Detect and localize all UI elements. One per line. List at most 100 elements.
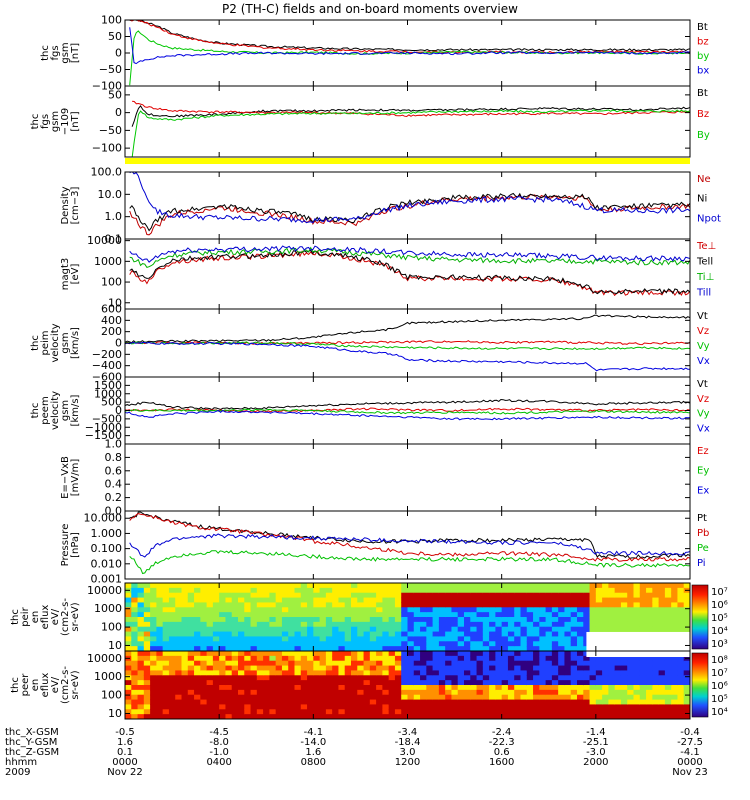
series-line-Bt [131, 105, 690, 127]
legend-pressure: Pt Pb Pe Pi [697, 513, 709, 569]
colorbar-label: 10⁴ [711, 626, 728, 637]
y-tick-label: 100 [101, 621, 122, 634]
y-tick-label: 0.010 [91, 557, 123, 570]
panel-density: Ne Ni Npot 100.0 10.0 1.0 0.1 Density [cm−3] [60, 166, 721, 246]
ephemeris-value: -0.5 [115, 727, 135, 738]
panel-peir-eflux: 10⁷ 10⁶ 10⁵ 10⁴ 10³ 10000 1000 100 10 thc peir en ef… [10, 582, 728, 652]
series-line-Ni [129, 192, 690, 232]
panel-temperature: Te⊥ Tell Ti⊥ Till 10000 1000 100 10 magt3 [eV] [60, 234, 716, 310]
series-line-bz [129, 20, 690, 54]
y-label-line: peer [20, 673, 31, 697]
y-label-line: [mV/m] [70, 459, 81, 497]
y-tick-label: 50 [108, 88, 122, 101]
legend-fgs-gsm: Bt bz by bx [697, 22, 709, 77]
legend-label: Pt [697, 513, 707, 524]
y-tick-label: 0.4 [105, 478, 123, 491]
y-tick-label: −400 [92, 359, 122, 372]
legend-label: Bz [697, 109, 709, 120]
y-tick-label: 0 [115, 47, 122, 60]
legend-peem-velocity: Vt Vz Vy Vx [697, 379, 710, 434]
y-tick-label: 400 [101, 314, 122, 327]
y-tick-label: 50 [108, 30, 122, 43]
legend-label: Npot [697, 213, 721, 224]
y-tick-label: 100 [101, 14, 122, 27]
colorbar-scale [691, 652, 709, 718]
series-line-by [129, 30, 690, 86]
series-line-bx [129, 27, 690, 65]
series-line-Till [129, 245, 690, 263]
legend-label: Ey [697, 466, 709, 477]
y-tick-label: −1000 [85, 421, 122, 434]
y-label-line: [km/s] [70, 327, 81, 359]
y-tick-label: 0.6 [105, 464, 123, 477]
y-tick-label: 10 [108, 639, 122, 652]
legend-label: Vx [697, 423, 710, 434]
y-label-line: sr-eV) [70, 670, 81, 699]
colorbar-label: 10⁷ [711, 587, 728, 598]
legend-label: Vz [697, 326, 709, 337]
y-axis-label: thc peem velocity gsm [km/s] [30, 391, 81, 430]
y-label-line: eflux [40, 605, 51, 630]
colorbar-label: 10⁶ [711, 600, 728, 611]
y-tick-label: 1000 [94, 387, 122, 400]
panel-peer-eflux: 10⁸ 10⁷ 10⁶ 10⁵ 10⁴ 10000 1000 100 10 thc peer en ef… [10, 650, 728, 720]
colorbar-label: 10⁵ [711, 694, 728, 705]
panel-frame [124, 510, 691, 580]
y-label-line: [nPa] [70, 532, 81, 558]
ephemeris-value: 1.6 [305, 747, 321, 758]
colorbar-scale [691, 584, 709, 650]
y-tick-label: 0 [115, 404, 122, 417]
y-tick-label: −50 [99, 124, 122, 137]
y-tick-label: 1500 [94, 379, 122, 392]
y-axis-label: thc peer en eflux eV/(cm2-s-sr-eV) [10, 666, 81, 704]
ephemeris-value: -4.1 [680, 747, 700, 758]
legend-label: Vt [697, 311, 708, 322]
panel-frame [124, 85, 691, 158]
y-tick-label: 1.0 [105, 438, 123, 451]
y-tick-label: 1000 [94, 602, 122, 615]
heatmap-gap [586, 651, 690, 657]
ephemeris-value: 3.0 [400, 747, 416, 758]
legend-label: Te⊥ [696, 241, 716, 252]
y-label-line: [nT] [70, 43, 81, 63]
legend-label: Vy [697, 341, 710, 352]
ephemeris-row-label: hhmm [5, 757, 37, 768]
legend-label: Pi [697, 558, 706, 569]
colorbar-label: 10³ [711, 639, 728, 650]
series-line-Bz [132, 100, 690, 118]
y-label-line: thc [30, 114, 41, 130]
panel-frame [124, 238, 691, 310]
y-label-line: gsm [60, 332, 71, 353]
legend-label: by [697, 51, 709, 62]
separator-band [125, 158, 690, 164]
ephemeris-value: -4.5 [209, 727, 229, 738]
y-tick-label: 0.100 [91, 542, 123, 555]
y-tick-label: 1000 [94, 255, 122, 268]
y-label-line: thc [30, 335, 41, 351]
legend-label: Bt [697, 22, 708, 33]
y-label-line: fgs [40, 114, 51, 129]
ephemeris-value: 0800 [301, 757, 326, 768]
series-line-Pe [129, 549, 690, 575]
ephemeris-value: -27.5 [677, 737, 703, 748]
y-tick-label: 10.000 [84, 512, 123, 525]
y-label-line: peem [40, 396, 51, 424]
y-tick-label: 100 [101, 689, 122, 702]
y-tick-label: 10 [108, 296, 122, 309]
y-label-line: E=−VxB [60, 456, 71, 499]
series-line-By [131, 109, 690, 157]
traces-temperature [129, 245, 690, 297]
y-tick-label: 0.001 [91, 573, 123, 586]
y-tick-label: 0.1 [105, 233, 123, 246]
y-label-line: velocity [50, 323, 61, 362]
ephemeris-row-label: thc_X-GSM [5, 727, 59, 738]
legend-label: Pb [697, 528, 709, 539]
y-label-line: [km/s] [70, 394, 81, 426]
heatmap-gap [586, 631, 690, 651]
legend-label: Vt [697, 379, 708, 390]
y-ticks: 10.000 1.000 0.100 0.010 0.001 [84, 512, 690, 586]
y-tick-label: 100.0 [91, 166, 123, 179]
